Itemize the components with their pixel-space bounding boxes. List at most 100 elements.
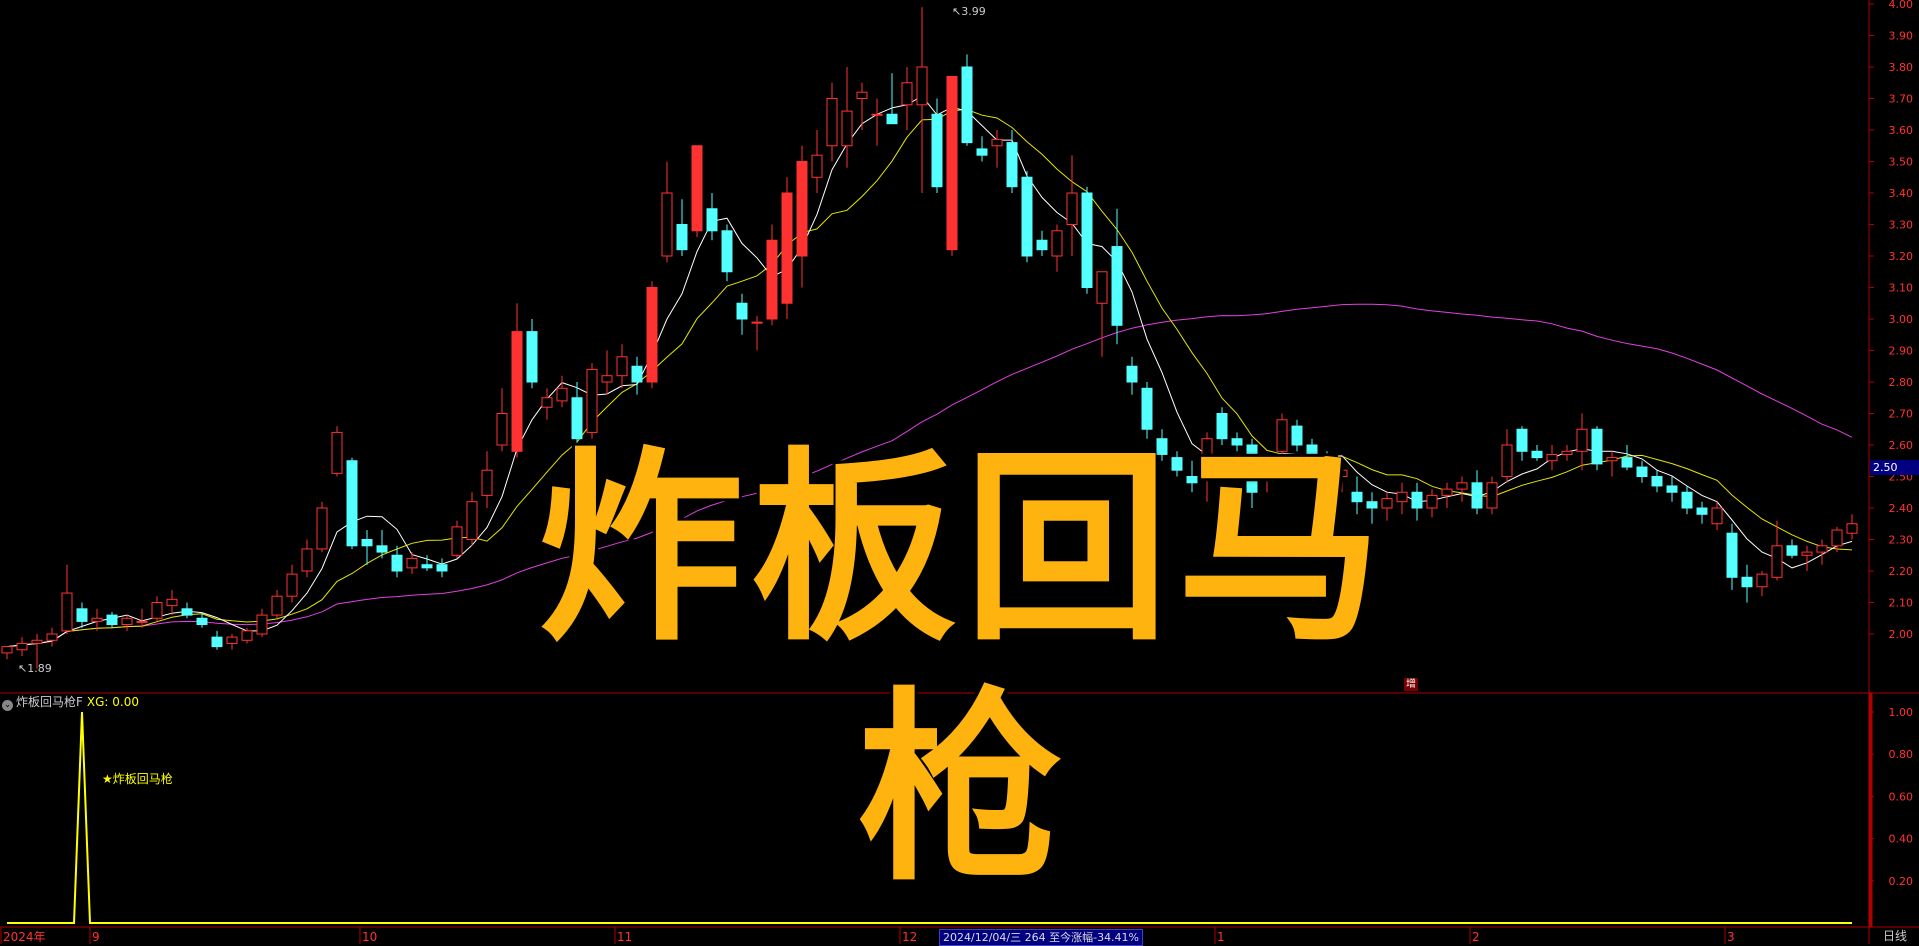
time-tick-label: 2 — [1472, 930, 1480, 944]
candle-body — [1516, 428, 1528, 452]
candle-body — [1126, 365, 1138, 383]
candle-body — [631, 365, 643, 383]
candle-body — [1096, 271, 1108, 304]
price-tick-label: 3.50 — [1889, 156, 1914, 169]
candle-body — [1711, 507, 1723, 525]
candle-body — [106, 614, 118, 626]
time-tick-label: 10 — [362, 930, 377, 944]
indicator-line — [7, 711, 1852, 924]
candle-body — [1351, 491, 1363, 503]
candle-body — [1276, 419, 1288, 452]
candle-body — [721, 230, 733, 273]
candle-body — [316, 507, 328, 550]
candle-body — [1531, 450, 1543, 459]
candle-body — [1696, 507, 1708, 515]
candle-body — [1786, 545, 1798, 556]
price-tick-label: 3.90 — [1889, 30, 1914, 43]
price-tick-label: 2.90 — [1889, 345, 1914, 358]
candle-body — [901, 82, 913, 106]
candle-body — [1441, 488, 1453, 496]
candle-body — [286, 573, 298, 597]
low-label: ↖1.89 — [18, 662, 52, 675]
indicator-tick-label: 1.00 — [1889, 706, 1914, 719]
candle-body — [661, 192, 673, 257]
candle-body — [1036, 239, 1048, 251]
candle-body — [556, 387, 568, 402]
candle-body — [1336, 469, 1348, 478]
candle-body — [1546, 453, 1558, 462]
price-tick-label: 2.00 — [1889, 628, 1914, 641]
candle-body — [541, 397, 553, 408]
chevron-down-icon[interactable]: ⌄ — [2, 700, 13, 711]
candle-body — [256, 614, 268, 635]
candle-body — [1081, 192, 1093, 288]
candle-body — [481, 469, 493, 496]
candle-body — [1246, 444, 1258, 493]
increase-marker[interactable]: 增 — [1404, 678, 1418, 691]
current-price-tag: 2.50 — [1870, 460, 1919, 475]
candle-body — [211, 636, 223, 648]
candle-body — [871, 113, 883, 116]
period-selector[interactable]: 日线 — [1883, 929, 1908, 943]
ma-mid-line — [6, 108, 1853, 648]
candle-body — [646, 287, 658, 383]
candle-body — [76, 608, 88, 622]
candle-body — [841, 110, 853, 147]
candle-body — [136, 620, 148, 623]
price-tick-label: 2.60 — [1889, 439, 1914, 452]
indicator-tick-label: 0.20 — [1889, 875, 1914, 888]
price-tick-label: 3.30 — [1889, 219, 1914, 232]
candle-body — [1006, 142, 1018, 188]
candle-body — [946, 75, 958, 251]
candle-body — [1, 646, 13, 654]
indicator-tick-label: 0.80 — [1889, 748, 1914, 761]
candle-body — [271, 595, 283, 616]
candle-body — [1201, 438, 1213, 462]
candle-body — [1021, 176, 1033, 257]
candle-body — [1306, 444, 1318, 462]
candle-body — [16, 642, 28, 651]
candle-body — [1561, 450, 1573, 455]
candle-body — [1681, 491, 1693, 509]
candle-body — [496, 413, 508, 446]
time-tick-label: 3 — [1727, 930, 1735, 944]
candle-body — [301, 548, 313, 572]
candle-body — [1816, 545, 1828, 553]
candle-body — [181, 608, 193, 616]
candle-body — [46, 633, 58, 641]
candle-body — [331, 431, 343, 474]
price-tick-label: 3.60 — [1889, 124, 1914, 137]
candle-body — [226, 636, 238, 644]
time-tick-label: 1 — [1217, 930, 1225, 944]
candle-body — [1741, 576, 1753, 588]
candle-body — [826, 98, 838, 147]
candle-body — [1291, 425, 1303, 446]
candle-body — [526, 331, 538, 383]
ma-long-line — [6, 303, 1853, 648]
candle-body — [1066, 192, 1078, 225]
candle-body — [811, 154, 823, 178]
candle-body — [1261, 469, 1273, 478]
candle-body — [796, 161, 808, 257]
candle-body — [601, 375, 613, 383]
candle-body — [1171, 457, 1183, 471]
price-tick-label: 3.70 — [1889, 93, 1914, 106]
candle-body — [856, 91, 868, 99]
candle-body — [1471, 482, 1483, 509]
indicator-header: ⌄ 炸板回马枪F XG: 0.00 — [2, 694, 139, 711]
candle-body — [961, 66, 973, 144]
candle-body — [406, 557, 418, 569]
candle-body — [916, 66, 928, 106]
candle-body — [1396, 491, 1408, 503]
ma-short-line — [6, 95, 1853, 648]
candle-body — [1486, 482, 1498, 509]
candle-body — [421, 564, 433, 569]
time-tick-label: 11 — [617, 930, 632, 944]
indicator-tick-label: 0.40 — [1889, 833, 1914, 846]
candle-body — [241, 630, 253, 641]
candle-body — [766, 239, 778, 320]
price-tick-label: 3.20 — [1889, 250, 1914, 263]
candle-body — [1501, 444, 1513, 477]
candle-body — [1726, 532, 1738, 578]
